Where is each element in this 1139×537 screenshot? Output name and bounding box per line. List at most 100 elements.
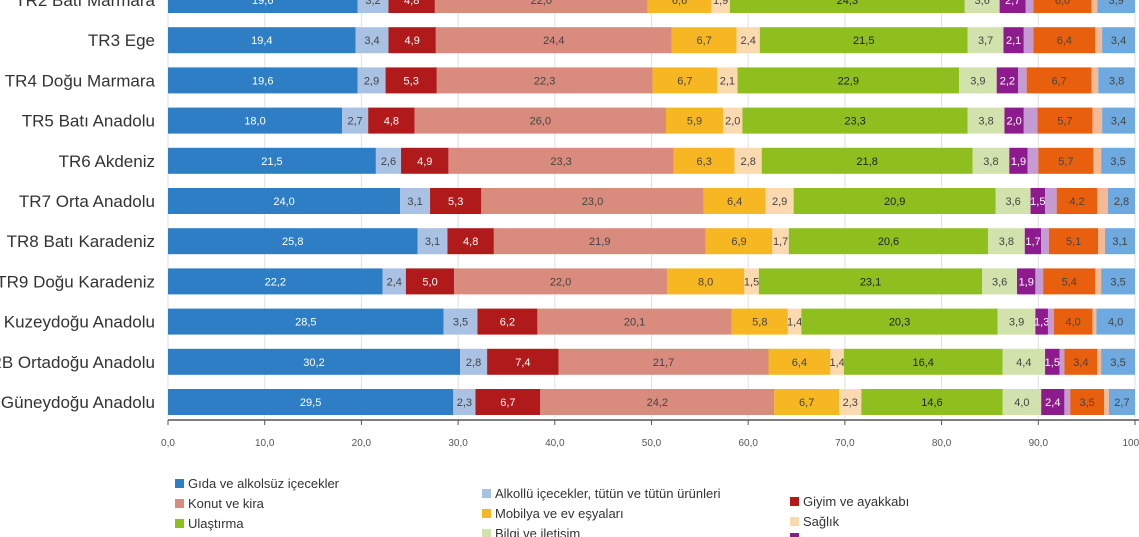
- data-label: 28,5: [295, 317, 316, 329]
- data-label: 1,5: [1045, 357, 1060, 369]
- x-tick-label: 50,0: [642, 438, 662, 449]
- bar-segment: [772, 228, 789, 255]
- data-label: 2,8: [466, 357, 481, 369]
- bar-segment: [765, 188, 794, 214]
- data-label: 3,5: [1079, 397, 1094, 409]
- data-label: 6,7: [677, 75, 692, 87]
- bar-segment: [493, 228, 706, 255]
- data-label: 1,5: [744, 276, 759, 288]
- bar-segment: [1037, 107, 1093, 134]
- data-label: 24,2: [647, 397, 668, 409]
- bar-segment: [1107, 188, 1135, 214]
- bar-segment: [737, 67, 960, 94]
- bar-segment: [839, 389, 862, 415]
- data-label: 20,6: [878, 236, 899, 248]
- bar-segment: [703, 188, 766, 214]
- bar-segment: [1047, 308, 1054, 335]
- legend-item: Sağlık: [790, 514, 839, 529]
- data-label: 23,0: [582, 196, 603, 208]
- data-label: 5,0: [422, 276, 437, 288]
- x-tick-label: 80,0: [932, 438, 952, 449]
- legend-label: Bilgi ve iletişim: [495, 526, 581, 537]
- data-label: 2,0: [725, 116, 740, 128]
- bar-segment: [355, 27, 389, 54]
- legend-label: Sağlık: [803, 514, 840, 529]
- data-label: 2,9: [772, 196, 787, 208]
- data-label: 3,1: [425, 236, 440, 248]
- data-label: 19,6: [252, 75, 273, 87]
- bar-segment: [168, 147, 376, 174]
- data-label: 6,7: [799, 397, 814, 409]
- legend-item: Alkollü içecekler, tütün ve tütün ürünle…: [482, 486, 720, 501]
- bar-segment: [460, 348, 488, 375]
- bar-segment: [1097, 348, 1102, 375]
- bar-segment: [959, 67, 997, 94]
- data-label: 5,3: [448, 196, 463, 208]
- data-label: 20,9: [884, 196, 905, 208]
- bar-segment: [1096, 308, 1135, 335]
- data-label: 23,1: [860, 276, 881, 288]
- data-label: 22,0: [550, 276, 571, 288]
- data-label: 6,7: [1051, 75, 1066, 87]
- bar-segment: [671, 27, 737, 54]
- data-label: 22,9: [838, 75, 859, 87]
- bar-segment: [1017, 268, 1036, 295]
- bar-segment: [705, 228, 773, 255]
- legend-label: Konut ve kira: [188, 496, 264, 511]
- bar-segment: [1038, 147, 1094, 174]
- bar-segment: [1098, 228, 1106, 255]
- bar-segment: [1023, 27, 1034, 54]
- category-label: RB Ortadoğu Anadolu: [0, 353, 155, 372]
- bar-segment: [964, 0, 1000, 13]
- data-label: 5,9: [687, 116, 702, 128]
- data-label: 2,7: [1005, 0, 1020, 7]
- bar-segment: [1030, 188, 1046, 214]
- x-tick-label: 40,0: [545, 438, 565, 449]
- data-label: 3,8: [1109, 75, 1124, 87]
- bar-segment: [742, 107, 968, 134]
- x-tick-label: 30,0: [448, 438, 468, 449]
- bar-segment: [734, 147, 762, 174]
- bar-segment: [1026, 67, 1092, 94]
- bar-segment: [388, 0, 435, 13]
- data-label: 3,2: [365, 0, 380, 7]
- data-label: 1,4: [830, 357, 845, 369]
- legend-swatch: [175, 479, 184, 488]
- data-label: 3,5: [453, 317, 468, 329]
- data-label: 3,9: [1009, 317, 1024, 329]
- data-label: 3,4: [1111, 116, 1126, 128]
- data-label: 21,8: [856, 156, 877, 168]
- bar-segment: [723, 107, 743, 134]
- bar-segment: [666, 268, 745, 295]
- bar-segment: [1027, 147, 1039, 174]
- bar-segment: [995, 188, 1031, 214]
- data-label: 3,1: [1112, 236, 1127, 248]
- x-tick-label: 70,0: [835, 438, 855, 449]
- data-label: 4,0: [1065, 317, 1080, 329]
- data-label: 2,9: [364, 75, 379, 87]
- data-label: 4,8: [404, 0, 419, 7]
- bar-segment: [168, 107, 343, 134]
- data-label: 3,5: [1110, 276, 1125, 288]
- bar-segment: [1048, 228, 1099, 255]
- bar-segment: [454, 268, 667, 295]
- bar-segment: [168, 228, 418, 255]
- bar-segment: [801, 308, 998, 335]
- bar-segment: [988, 228, 1025, 255]
- data-label: 4,8: [384, 116, 399, 128]
- bar-segment: [443, 308, 478, 335]
- bar-segment: [673, 147, 735, 174]
- data-label: 3,9: [1108, 0, 1123, 7]
- x-tick-label: 0,0: [161, 438, 175, 449]
- data-label: 20,1: [624, 317, 645, 329]
- bar-segment: [1009, 147, 1028, 174]
- data-label: 4,0: [1108, 317, 1123, 329]
- data-label: 6,4: [727, 196, 742, 208]
- data-label: 5,1: [1066, 236, 1081, 248]
- data-label: 6,9: [731, 236, 746, 248]
- bar-segment: [759, 27, 968, 54]
- data-label: 1,9: [1019, 276, 1034, 288]
- data-label: 1,9: [1011, 156, 1026, 168]
- bar-segment: [540, 389, 775, 415]
